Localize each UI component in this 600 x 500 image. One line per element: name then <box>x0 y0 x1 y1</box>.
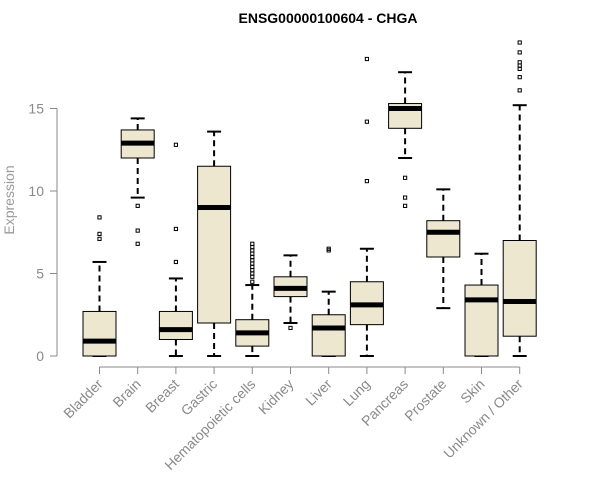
outlier-point <box>403 175 408 180</box>
box <box>311 314 346 357</box>
outlier-point <box>250 279 255 284</box>
outlier-point <box>250 264 255 269</box>
outlier-point <box>517 60 522 65</box>
box-group <box>197 130 232 357</box>
y-tick-label: 5 <box>36 266 44 282</box>
outlier-point <box>173 142 179 147</box>
box-group <box>349 56 384 357</box>
outlier-point <box>288 325 293 331</box>
box-group <box>158 142 193 357</box>
box <box>158 310 193 341</box>
box <box>197 165 232 324</box>
outlier-point <box>364 179 369 184</box>
outlier-point <box>135 241 140 246</box>
outlier-point <box>250 254 255 260</box>
y-axis-label: Expression <box>1 165 17 234</box>
box-group <box>388 71 423 208</box>
outlier-point <box>250 248 255 253</box>
box <box>426 220 461 258</box>
outlier-point <box>250 245 255 250</box>
outlier-point <box>135 228 140 233</box>
outlier-point <box>364 119 369 124</box>
box-group <box>502 40 537 357</box>
box-group <box>120 117 155 246</box>
box <box>502 240 537 337</box>
outlier-point <box>250 251 255 256</box>
outlier-point <box>97 215 102 220</box>
outlier-point <box>326 246 331 251</box>
outlier-point <box>517 66 522 72</box>
outlier-point <box>250 258 255 263</box>
y-axis: 0 5 10 15 <box>28 101 58 364</box>
y-tick-label: 10 <box>28 183 44 199</box>
x-tick-label: Brain <box>109 376 143 410</box>
outlier-point <box>364 56 369 62</box>
outlier-point <box>517 63 522 68</box>
box <box>82 310 117 357</box>
x-tick-label: Bladder <box>60 376 106 422</box>
box-group <box>235 241 270 357</box>
y-tick-label: 15 <box>28 101 44 117</box>
outlier-point <box>517 50 522 55</box>
outlier-point <box>517 40 522 45</box>
x-tick-label: Liver <box>302 376 335 409</box>
outlier-point <box>250 261 255 266</box>
outlier-point <box>517 75 522 80</box>
box-group <box>426 188 461 310</box>
outlier-point <box>517 88 522 93</box>
y-tick-label: 0 <box>36 348 44 364</box>
outlier-point <box>173 259 179 265</box>
outlier-point <box>250 271 255 276</box>
outlier-point <box>97 236 102 241</box>
outlier-point <box>135 203 140 208</box>
box <box>464 284 499 357</box>
outlier-point <box>97 231 102 237</box>
box-group <box>82 215 117 357</box>
box-group <box>464 252 499 357</box>
x-tick-label: Breast <box>142 376 182 416</box>
outlier-point <box>250 274 255 279</box>
plot-area <box>82 40 537 357</box>
outlier-point <box>250 268 255 273</box>
x-tick-label: Skin <box>457 376 488 407</box>
chart-title: ENSG00000100604 - CHGA <box>239 10 418 26</box>
box-group <box>311 246 346 357</box>
x-tick-label: Prostate <box>401 376 449 424</box>
x-tick-label: Lung <box>340 376 373 409</box>
outlier-point <box>173 226 179 232</box>
box-group <box>273 254 308 331</box>
outlier-point <box>250 241 255 246</box>
outlier-point <box>403 203 408 208</box>
outlier-point <box>403 195 408 200</box>
x-tick-label: Kidney <box>255 376 297 418</box>
